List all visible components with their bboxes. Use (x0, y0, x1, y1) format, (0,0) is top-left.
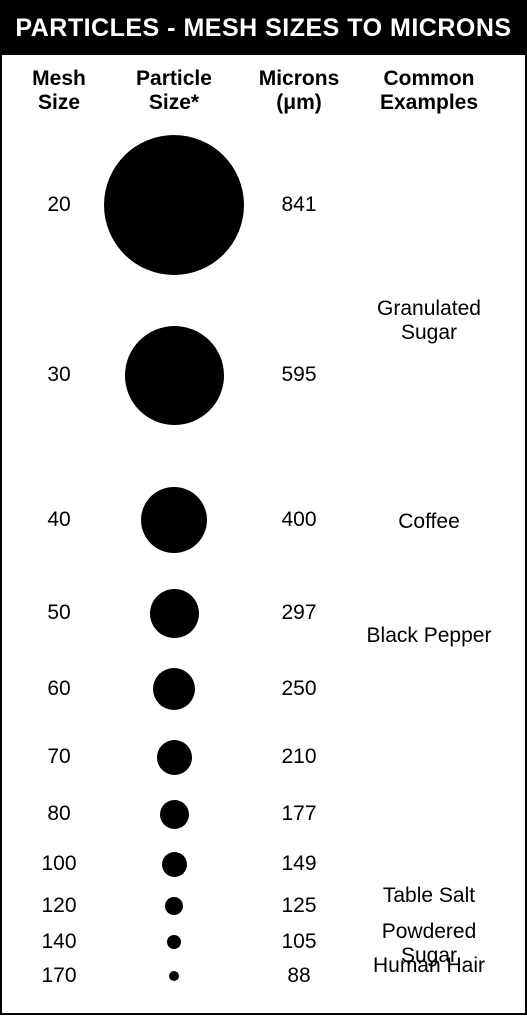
header-mesh: MeshSize (14, 67, 104, 115)
particle-circle-icon (162, 852, 187, 877)
particle-circle-icon (167, 935, 181, 949)
microns-value: 595 (244, 363, 354, 387)
particle-size-cell (104, 135, 244, 275)
microns-value: 210 (244, 745, 354, 769)
particle-circle-icon (125, 326, 224, 425)
particle-size-cell (104, 668, 244, 710)
microns-value: 250 (244, 677, 354, 701)
particle-circle-icon (153, 668, 195, 710)
table-row: 80 177 (14, 787, 513, 841)
microns-value: 88 (244, 964, 354, 988)
header-microns: Microns(μm) (244, 67, 354, 115)
particle-size-cell (104, 852, 244, 877)
microns-value: 400 (244, 508, 354, 532)
particle-circle-icon (141, 487, 207, 553)
header-particle: ParticleSize* (104, 67, 244, 115)
particle-size-cell (104, 740, 244, 775)
particle-size-cell (104, 935, 244, 949)
table-row: 60 250 (14, 651, 513, 727)
header-examples: CommonExamples (354, 67, 504, 115)
microns-value: 297 (244, 601, 354, 625)
mesh-size-value: 120 (14, 894, 104, 918)
microns-value: 149 (244, 852, 354, 876)
example-label: Black Pepper (354, 624, 504, 648)
particle-size-cell (104, 897, 244, 915)
particle-circle-icon (104, 135, 244, 275)
particle-circle-icon (160, 800, 189, 829)
particle-circle-icon (165, 897, 183, 915)
mesh-size-value: 30 (14, 363, 104, 387)
mesh-size-value: 80 (14, 802, 104, 826)
particle-size-cell (104, 800, 244, 829)
microns-value: 105 (244, 930, 354, 954)
particle-circle-icon (150, 589, 199, 638)
table-row: 20 841 (14, 125, 513, 285)
mesh-size-value: 70 (14, 745, 104, 769)
particle-size-cell (104, 487, 244, 553)
particle-size-cell (104, 971, 244, 981)
mesh-size-value: 50 (14, 601, 104, 625)
example-label: Table Salt (354, 884, 504, 908)
microns-value: 177 (244, 802, 354, 826)
example-label: Coffee (354, 510, 504, 534)
mesh-size-value: 20 (14, 193, 104, 217)
microns-value: 125 (244, 894, 354, 918)
mesh-size-value: 170 (14, 964, 104, 988)
mesh-size-value: 140 (14, 930, 104, 954)
mesh-size-value: 40 (14, 508, 104, 532)
title-bar: PARTICLES - MESH SIZES TO MICRONS (2, 2, 525, 55)
title-text: PARTICLES - MESH SIZES TO MICRONS (15, 14, 511, 42)
rows-container: 20 841 30 595 40 400 50 297 60 250 70 210 80 177 100 14… (14, 125, 513, 993)
header-row: MeshSize ParticleSize* Microns(μm) Commo… (14, 67, 513, 115)
particle-size-cell (104, 326, 244, 425)
example-label: Human Hair (354, 954, 504, 978)
mesh-size-value: 100 (14, 852, 104, 876)
mesh-size-value: 60 (14, 677, 104, 701)
table-row: 70 210 (14, 727, 513, 787)
particle-size-cell (104, 589, 244, 638)
content-area: MeshSize ParticleSize* Microns(μm) Commo… (2, 55, 525, 1013)
table-row: 100 149 (14, 841, 513, 887)
example-label: GranulatedSugar (354, 297, 504, 345)
microns-value: 841 (244, 193, 354, 217)
chart-container: PARTICLES - MESH SIZES TO MICRONS MeshSi… (0, 0, 527, 1015)
particle-circle-icon (157, 740, 192, 775)
particle-circle-icon (169, 971, 179, 981)
